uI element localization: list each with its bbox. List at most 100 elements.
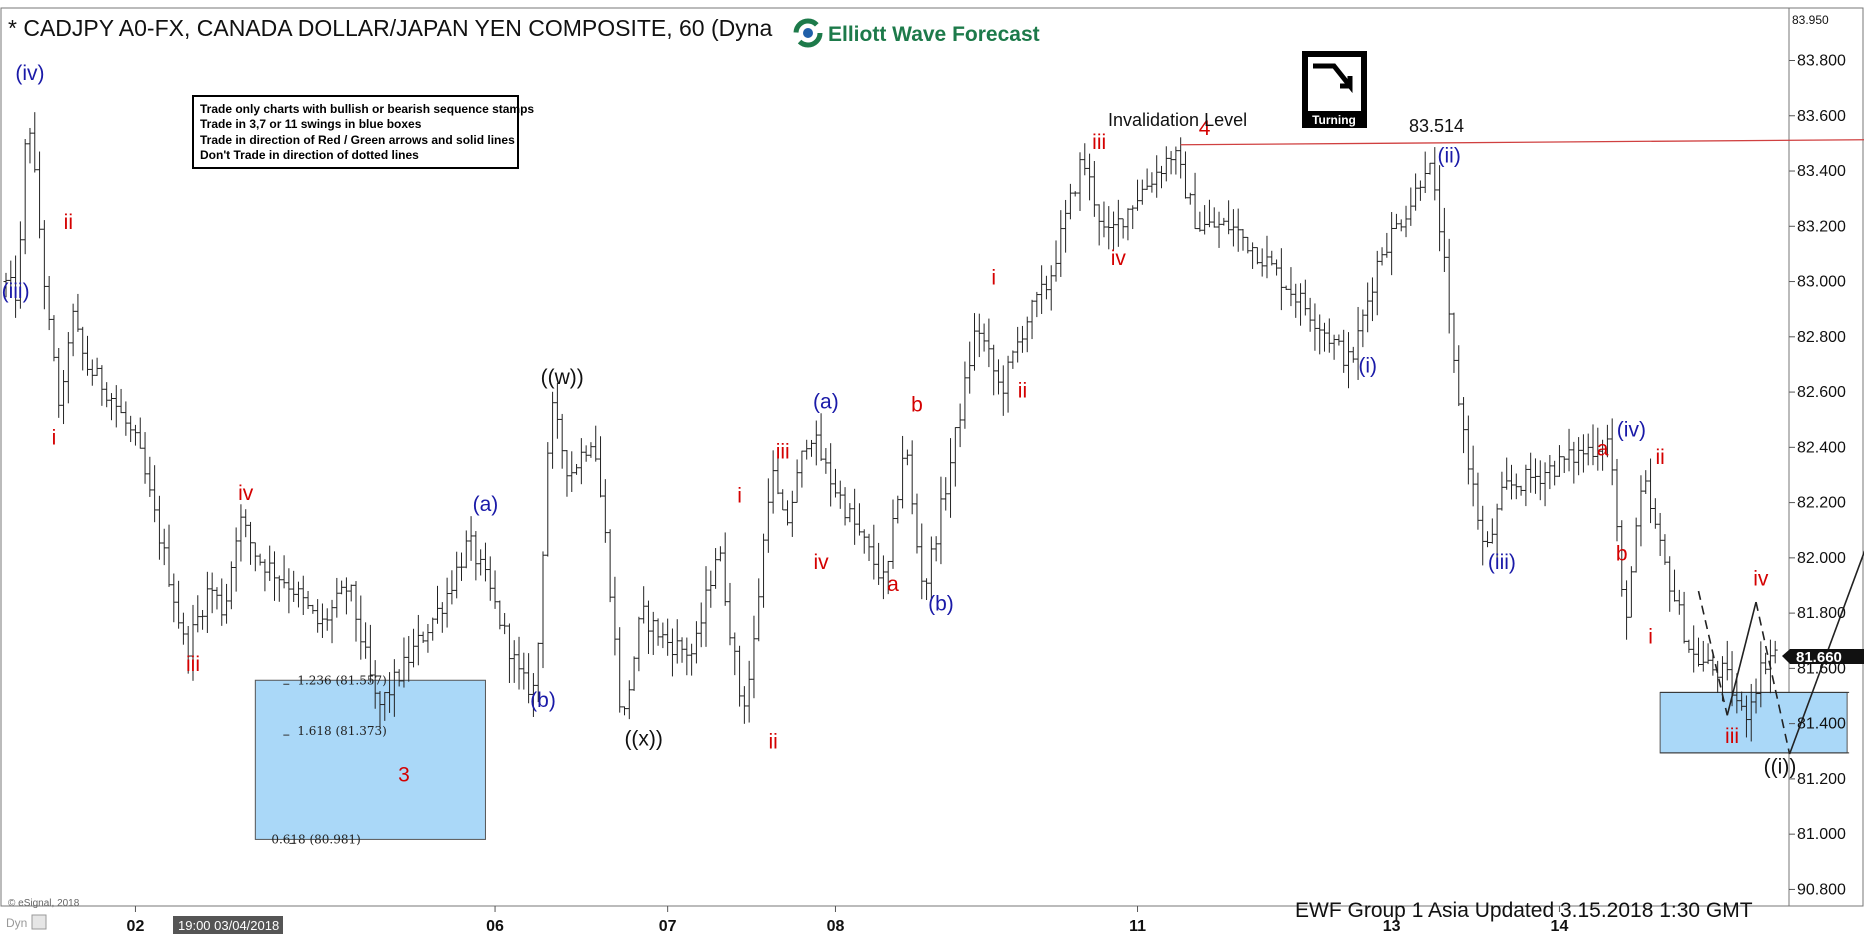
ohlc-bar <box>1633 517 1639 573</box>
ohlc-bar <box>1576 437 1582 476</box>
ohlc-bar <box>914 493 920 554</box>
invalidation-value: 83.514 <box>1409 116 1464 136</box>
ohlc-bar <box>631 656 637 691</box>
fib-level-label: 1.236 (81.557) <box>297 673 387 687</box>
ohlc-bar <box>1278 248 1284 311</box>
ohlc-bar <box>1619 520 1625 597</box>
ohlc-bar <box>1240 228 1246 251</box>
ohlc-bar <box>152 465 158 523</box>
ohlc-bar <box>1211 207 1217 228</box>
ohlc-bar <box>32 112 38 173</box>
ohlc-bar <box>1446 238 1452 334</box>
ohlc-bar <box>51 315 57 362</box>
ohlc-bar <box>995 359 1001 395</box>
ohlc-bar <box>1317 314 1323 355</box>
ohlc-bar <box>1067 183 1073 220</box>
ohlc-bar <box>574 463 580 475</box>
ohlc-bar <box>540 551 546 669</box>
ohlc-bar <box>674 619 680 664</box>
ohlc-bar <box>37 151 43 239</box>
ohlc-bar <box>1432 147 1438 201</box>
ohlc-bar <box>478 549 484 576</box>
ohlc-bar <box>1676 589 1682 615</box>
logo-text: Elliott Wave Forecast <box>828 23 1040 46</box>
ohlc-bar <box>387 672 393 713</box>
ohlc-bar <box>1465 415 1471 485</box>
ohlc-bar <box>1106 206 1112 250</box>
ohlc-bar <box>948 438 954 518</box>
wave-label: (iv) <box>15 62 44 85</box>
ohlc-bar <box>1691 625 1697 673</box>
dyn-badge[interactable]: Dyn <box>6 914 47 930</box>
ohlc-bar <box>482 542 488 582</box>
ohlc-bar <box>1456 345 1462 407</box>
ohlc-bar <box>1643 470 1649 494</box>
ohlc-bar <box>1230 209 1236 247</box>
ohlc-bar <box>1307 297 1313 332</box>
ohlc-bar <box>435 585 441 624</box>
ohlc-bar <box>1077 152 1083 211</box>
ohlc-bar <box>924 578 930 601</box>
ohlc-bar <box>156 495 162 560</box>
ohlc-bar <box>1120 218 1126 239</box>
x-tick-label: 02 <box>127 918 145 935</box>
ohlc-bar <box>41 220 47 310</box>
y-tick-label: 81.200 <box>1797 771 1846 788</box>
wave-label: (b) <box>530 689 556 712</box>
ohlc-bar <box>1672 569 1678 602</box>
ohlc-bar <box>1441 207 1447 273</box>
wave-label: iv <box>1753 567 1769 590</box>
ohlc-bar <box>449 570 455 605</box>
ohlc-bar <box>1542 462 1548 507</box>
ohlc-bar <box>1681 591 1687 644</box>
ohlc-bar <box>224 583 230 624</box>
ohlc-bar <box>645 600 651 654</box>
wave-label: (iii) <box>2 280 30 303</box>
ohlc-bar <box>425 623 431 653</box>
ohlc-bar <box>1461 397 1467 454</box>
ohlc-bar <box>243 509 249 538</box>
ohlc-bar <box>17 221 23 309</box>
ohlc-bar <box>636 616 642 672</box>
ohlc-bar <box>1144 168 1150 190</box>
ohlc-bar <box>1130 205 1136 230</box>
ohlc-bar <box>1168 151 1174 175</box>
ohlc-bar <box>65 332 71 404</box>
ohlc-bar <box>382 691 388 721</box>
x-tick-label: 07 <box>659 918 677 935</box>
ohlc-bar <box>1561 456 1567 473</box>
ohlc-bar <box>641 586 647 624</box>
ohlc-bar <box>1398 219 1404 232</box>
ohlc-bar <box>1585 433 1591 466</box>
ohlc-bar <box>708 570 714 608</box>
ohlc-bar <box>204 571 210 634</box>
wave-label: b <box>911 393 923 416</box>
ohlc-bar <box>219 578 225 626</box>
ohlc-bar <box>876 542 882 585</box>
ohlc-bar <box>962 361 968 429</box>
ohlc-bar <box>794 459 800 503</box>
ohlc-bar <box>756 578 762 642</box>
ohlc-bar <box>1571 441 1577 484</box>
ohlc-bar <box>780 489 786 511</box>
ohlc-bar <box>1336 334 1342 346</box>
ohlc-bar <box>1365 282 1371 333</box>
ohlc-bar <box>1686 639 1692 653</box>
ohlc-bar <box>866 533 872 562</box>
ohlc-bar <box>1312 303 1318 351</box>
ohlc-bar <box>545 442 551 557</box>
ohlc-bar <box>564 450 570 497</box>
ohlc-bar <box>363 622 369 659</box>
ohlc-bar <box>195 595 201 633</box>
ohlc-bar <box>650 611 656 655</box>
cursor-date-badge: 19:00 03/04/2018 <box>173 916 283 934</box>
projection-line-layer <box>1180 139 1864 755</box>
ohlc-bar <box>271 551 277 601</box>
ohlc-bar <box>703 566 709 647</box>
ohlc-bar <box>602 479 608 543</box>
ohlc-bar <box>852 488 858 545</box>
ohlc-bar <box>554 383 560 439</box>
wave-label: iii <box>1725 725 1739 748</box>
ohlc-bar <box>655 618 661 646</box>
ohlc-bar <box>1135 179 1141 211</box>
